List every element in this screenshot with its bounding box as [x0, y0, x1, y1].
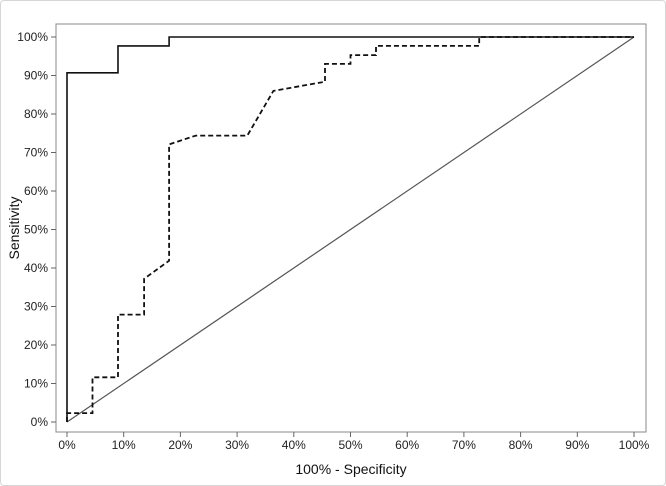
x-tick-label: 10%	[112, 438, 136, 452]
y-axis-title: Sensitivity	[6, 196, 22, 259]
x-axis: 0% 10% 20% 30% 40% 50% 60% 70% 80% 90% 100%	[58, 432, 650, 452]
x-tick-label: 60%	[395, 438, 419, 452]
x-tick-label: 50%	[338, 438, 362, 452]
x-axis-title: 100% - Specificity	[295, 461, 406, 477]
y-tick-label: 80%	[24, 107, 48, 121]
x-tick-label: 20%	[168, 438, 192, 452]
x-tick-label: 0%	[58, 438, 76, 452]
y-tick-label: 30%	[24, 300, 48, 314]
y-tick-label: 50%	[24, 223, 48, 237]
y-tick-label: 70%	[24, 146, 48, 160]
y-tick-label: 60%	[24, 184, 48, 198]
series-layer	[66, 36, 635, 423]
plot-area	[55, 23, 647, 433]
reference-diagonal-line	[66, 36, 635, 423]
y-tick-label: 20%	[24, 338, 48, 352]
y-tick-label: 100%	[17, 30, 48, 44]
x-tick-label: 70%	[452, 438, 476, 452]
solid-roc-curve	[66, 36, 634, 422]
x-tick-label: 90%	[565, 438, 589, 452]
dashed-roc-curve	[66, 36, 634, 422]
y-tick-label: 90%	[24, 69, 48, 83]
y-tick-label: 40%	[24, 261, 48, 275]
x-tick-label: 80%	[509, 438, 533, 452]
y-axis: 0% 10% 20% 30% 40% 50% 60% 70% 80% 90% 100%	[17, 30, 56, 429]
x-tick-label: 30%	[225, 438, 249, 452]
x-tick-label: 40%	[282, 438, 306, 452]
y-tick-label: 10%	[24, 377, 48, 391]
y-tick-label: 0%	[31, 415, 49, 429]
x-tick-label: 100%	[619, 438, 650, 452]
